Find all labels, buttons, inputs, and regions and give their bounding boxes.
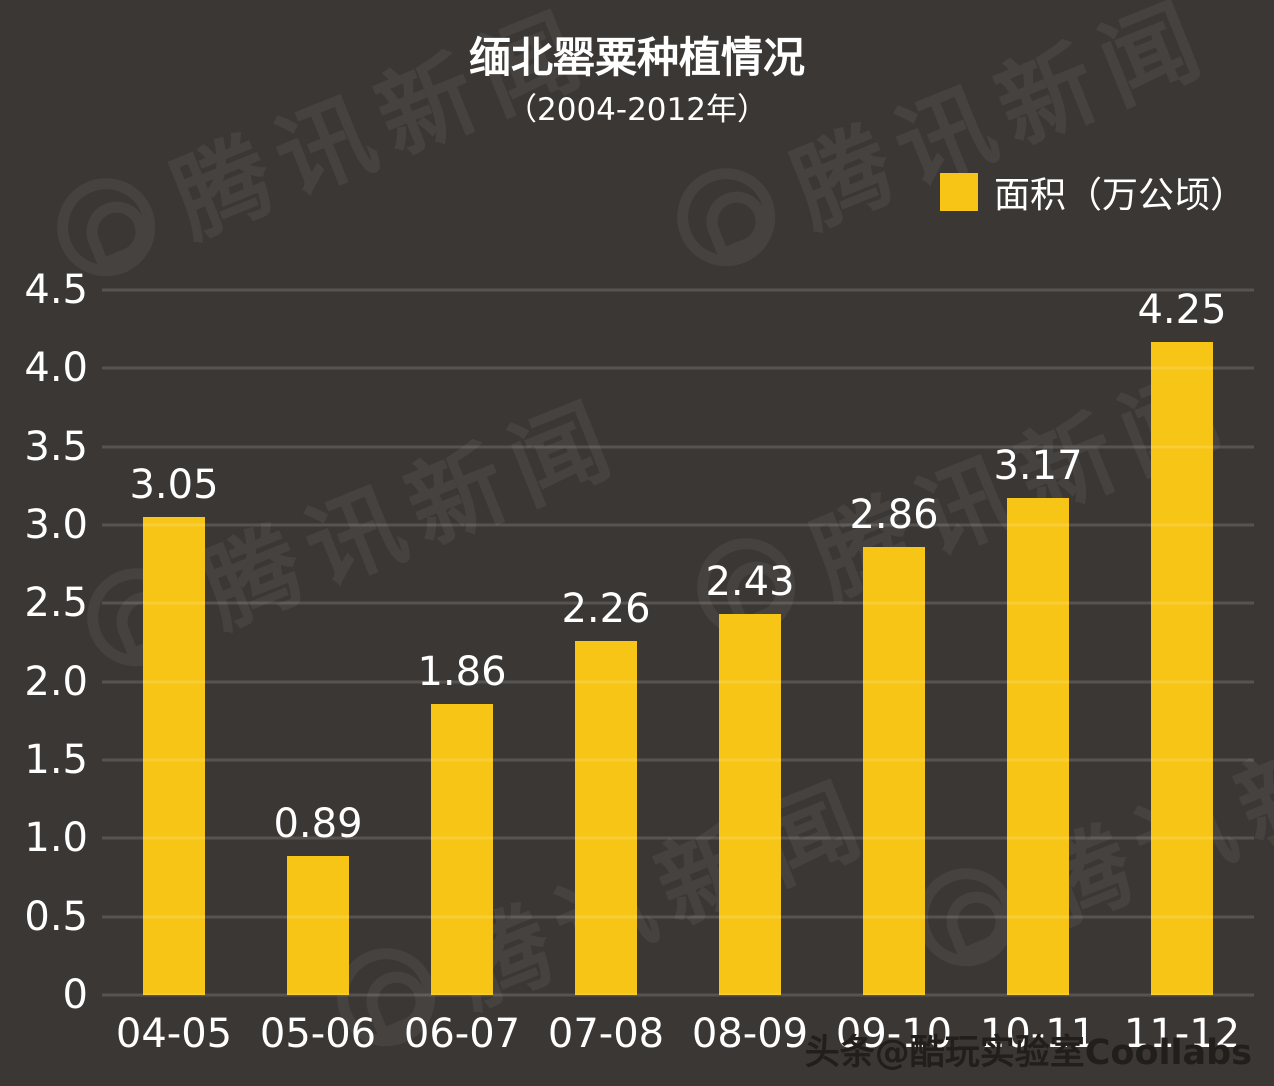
- gridline: [102, 680, 1254, 684]
- bar: [1007, 498, 1069, 995]
- y-axis-tick-label: 1.0: [24, 815, 88, 862]
- y-axis: 0 0.5 1.0 1.5 2.0 2.5 3.0 3.5 4.0 4.5: [0, 270, 92, 1015]
- gridline: [102, 445, 1254, 449]
- gridline: [102, 993, 1254, 997]
- plot-area: 3.05 04-05 0.89 05-06 1.86 06-07 2.26 07-08 2.43…: [102, 287, 1254, 1057]
- legend-label: 面积（万公顷）: [993, 175, 1246, 216]
- bar-value-label: 3.17: [993, 443, 1083, 490]
- bar-value-label: 0.89: [273, 800, 363, 847]
- y-axis-tick-label: 4.0: [24, 345, 88, 392]
- bar: [287, 855, 349, 995]
- x-axis-label: 09-10: [835, 1011, 953, 1057]
- gridline: [102, 601, 1254, 605]
- y-axis-tick-label: 1.5: [24, 737, 88, 783]
- bar: [1151, 342, 1213, 995]
- x-axis-label: 07-08: [547, 1011, 665, 1057]
- gridline: [102, 523, 1254, 527]
- bar-column: 2.43 08-09: [678, 290, 822, 1057]
- gridline: [102, 915, 1254, 919]
- y-axis-tick-label: 3.0: [24, 502, 88, 548]
- bar-value-label: 2.26: [561, 585, 651, 632]
- y-axis-tick-label: 2.5: [24, 580, 88, 627]
- bar-column: 1.86 06-07: [390, 290, 534, 1057]
- bar-column: 2.86 09-10: [822, 290, 966, 1057]
- y-axis-tick-label: 4.5: [24, 267, 88, 313]
- gridline: [102, 758, 1254, 762]
- bar: [575, 640, 637, 995]
- credit-text: 头条@酷玩实验室Coollabs: [804, 1033, 1252, 1073]
- gridline: [102, 288, 1254, 292]
- y-axis-tick-label: 3.5: [24, 423, 88, 470]
- y-axis-tick-label: 2.0: [24, 658, 88, 705]
- page-title: 缅北罂粟种植情况: [468, 33, 805, 82]
- bar-value-label: 2.43: [705, 559, 795, 606]
- x-axis-label: 08-09: [691, 1011, 809, 1057]
- y-axis-tick-label: 0: [62, 972, 88, 1018]
- bar-column: 2.26 07-08: [534, 290, 678, 1057]
- bar-value-label: 1.86: [417, 648, 507, 695]
- x-axis-label: 04-05: [115, 1011, 233, 1057]
- bars-row: 3.05 04-05 0.89 05-06 1.86 06-07 2.26 07-08 2.43…: [102, 287, 1254, 1057]
- bar-column: 0.89 05-06: [246, 290, 390, 1057]
- x-axis-label: 10-11: [979, 1011, 1097, 1057]
- tencent-news-logo-icon: [662, 152, 790, 281]
- x-axis-label: 06-07: [403, 1011, 521, 1057]
- bar-value-label: 3.05: [129, 462, 219, 509]
- bar: [863, 546, 925, 995]
- bar-value-label: 4.25: [1137, 287, 1227, 333]
- bar: [719, 614, 781, 995]
- bar-value-label: 2.86: [849, 491, 939, 538]
- x-axis-label: 11-12: [1123, 1011, 1241, 1057]
- y-axis-tick-label: 0.5: [24, 893, 88, 940]
- gridline: [102, 366, 1254, 370]
- bar-column: 4.25 11-12: [1110, 287, 1254, 1057]
- bar-column: 3.05 04-05: [102, 290, 246, 1057]
- chart-legend: 面积（万公顷）: [939, 166, 1246, 218]
- x-axis-label: 05-06: [259, 1011, 377, 1057]
- legend-swatch: [939, 173, 978, 211]
- bar: [143, 517, 205, 995]
- bar-column: 3.17 10-11: [966, 290, 1110, 1057]
- bar: [431, 703, 493, 995]
- page-subtitle: （2004-2012年）: [506, 92, 768, 128]
- gridline: [102, 836, 1254, 840]
